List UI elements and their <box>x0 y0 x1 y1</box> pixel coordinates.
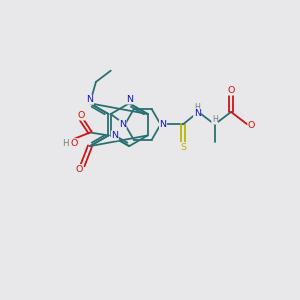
Text: N: N <box>86 95 94 104</box>
Text: H: H <box>212 115 218 124</box>
Text: N: N <box>111 131 118 140</box>
Text: O: O <box>77 111 85 120</box>
Text: O: O <box>248 122 255 130</box>
Text: O: O <box>70 139 78 148</box>
Text: S: S <box>180 142 186 152</box>
Text: O: O <box>75 164 83 173</box>
Text: O: O <box>227 86 235 95</box>
Text: N: N <box>160 120 167 129</box>
Text: H: H <box>194 103 200 112</box>
Text: H: H <box>62 139 69 148</box>
Text: N: N <box>119 120 126 129</box>
Text: N: N <box>194 109 201 118</box>
Text: N: N <box>126 95 133 104</box>
